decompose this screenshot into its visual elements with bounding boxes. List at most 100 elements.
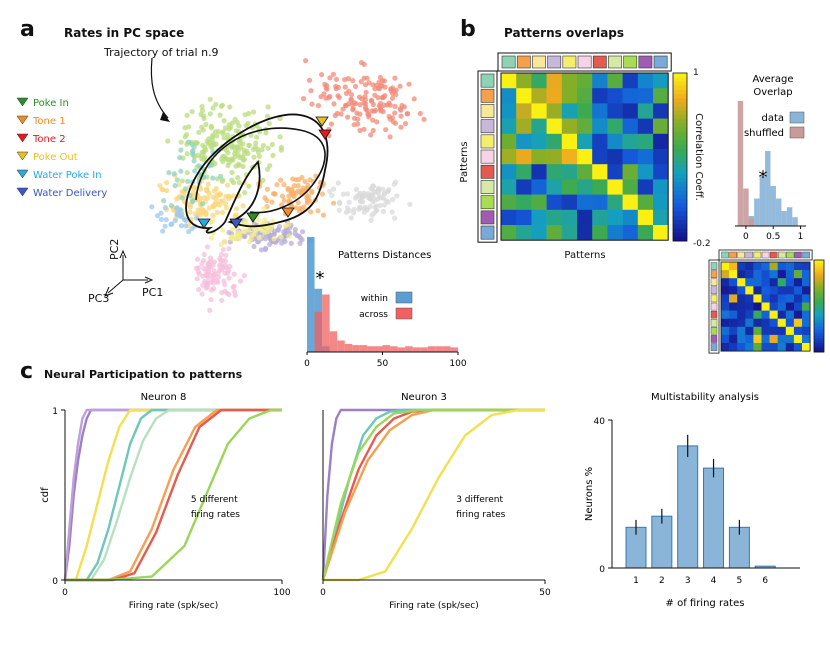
heatmap-cell bbox=[577, 73, 593, 89]
heatmap-cell bbox=[592, 73, 608, 89]
overlap-legend-label-0: data bbox=[761, 113, 784, 124]
scatter-point-4 bbox=[357, 204, 363, 211]
pattern-color-left-2 bbox=[480, 104, 495, 118]
heatmap-cell bbox=[577, 149, 593, 165]
shuffled-colorbar-step bbox=[814, 271, 824, 275]
scatter-point-7 bbox=[286, 233, 292, 239]
category-label-3: 3 bbox=[685, 576, 691, 586]
scatter-point-0 bbox=[334, 110, 340, 116]
scatter-point-8 bbox=[196, 163, 202, 169]
colorbar-step bbox=[673, 199, 687, 204]
heatmap-cell bbox=[516, 164, 532, 180]
scatter-point-0 bbox=[322, 81, 328, 87]
heatmap-cell bbox=[501, 133, 517, 150]
shuffled-heatmap-cell bbox=[769, 302, 778, 311]
neuron-3-cdf-line-0 bbox=[321, 408, 545, 581]
scatter-point-8 bbox=[192, 168, 198, 174]
scatter-point-1 bbox=[246, 183, 252, 189]
neuron-3-annotation-line-2: firing rates bbox=[456, 510, 505, 520]
shuffled-heatmap-cell bbox=[793, 326, 803, 336]
colorbar-step bbox=[673, 232, 687, 238]
scatter-point-0 bbox=[331, 101, 337, 107]
scatter-point-6 bbox=[223, 252, 229, 259]
scatter-point-6 bbox=[220, 247, 226, 253]
shuffled-colorbar-step bbox=[814, 338, 824, 341]
shuffled-heatmap-cell bbox=[745, 262, 754, 271]
scatter-point-1 bbox=[278, 144, 284, 150]
shuffled-heatmap-cell bbox=[753, 286, 762, 295]
shuffled-left-strip-frame bbox=[708, 259, 720, 354]
colorbar-step bbox=[673, 98, 687, 103]
heatmap-cell bbox=[516, 118, 532, 135]
scatter-point-3 bbox=[295, 200, 301, 206]
shuffled-heatmap-cell bbox=[777, 343, 787, 352]
scatter-point-0 bbox=[370, 117, 376, 123]
heatmap-cell bbox=[531, 88, 547, 104]
scatter-point-7 bbox=[228, 235, 234, 241]
scatter-point-9 bbox=[183, 223, 189, 229]
scatter-point-1 bbox=[252, 144, 258, 150]
shuffled-heatmap-cell bbox=[785, 302, 795, 311]
shuffled-pattern-top-10 bbox=[802, 251, 810, 259]
shuffled-colorbar-step bbox=[814, 335, 824, 339]
scatter-point-7 bbox=[220, 227, 226, 233]
shuffled-heatmap-cell bbox=[745, 270, 754, 279]
scatter-point-1 bbox=[201, 149, 207, 155]
scatter-point-2 bbox=[199, 209, 205, 215]
scatter-point-4 bbox=[344, 205, 351, 211]
distance-bar-across-5 bbox=[352, 345, 360, 352]
colorbar-step bbox=[673, 207, 687, 212]
scatter-point-4 bbox=[368, 217, 374, 223]
heatmap-cell bbox=[592, 88, 608, 104]
scatter-point-0 bbox=[342, 84, 348, 90]
scatter-point-3 bbox=[269, 199, 275, 205]
scatter-point-2 bbox=[198, 186, 204, 192]
shuffled-heatmap-cell bbox=[729, 294, 738, 303]
scatter-point-0 bbox=[350, 78, 356, 84]
scatter-point-7 bbox=[243, 217, 249, 224]
scatter-point-1 bbox=[199, 153, 205, 159]
shuffled-colorbar-step bbox=[814, 287, 824, 291]
scatter-point-3 bbox=[293, 205, 299, 211]
scatter-point-0 bbox=[318, 94, 324, 100]
shuffled-heatmap-cell bbox=[761, 286, 770, 295]
shuffled-heatmap-cell bbox=[761, 318, 770, 328]
scatter-point-0 bbox=[346, 88, 352, 94]
scatter-point-6 bbox=[211, 286, 217, 292]
scatter-point-7 bbox=[261, 206, 267, 212]
neuron-3-cdf-line-4 bbox=[321, 408, 545, 581]
overlap-bar-data-2 bbox=[759, 176, 766, 226]
scatter-point-4 bbox=[336, 207, 342, 213]
scatter-point-6 bbox=[238, 278, 244, 284]
shuffled-heatmap-cell bbox=[777, 294, 787, 303]
shuffled-heatmap-cell bbox=[785, 334, 795, 344]
panel-c-title: Neural Participation to patterns bbox=[44, 368, 243, 381]
heatmap-cell bbox=[637, 103, 654, 119]
scatter-point-1 bbox=[229, 157, 235, 163]
neuron-8-cdf-line-5 bbox=[65, 408, 282, 582]
shuffled-heatmap-cell bbox=[745, 343, 754, 352]
shuffled-heatmap-cell bbox=[729, 343, 738, 352]
scatter-point-1 bbox=[232, 116, 238, 122]
scatter-point-8 bbox=[179, 195, 185, 201]
shuffled-heatmap-cell bbox=[769, 334, 778, 344]
distance-bar-across-16 bbox=[435, 346, 443, 352]
scatter-point-1 bbox=[219, 102, 225, 108]
heatmap-cell bbox=[622, 209, 639, 226]
heatmap-cell bbox=[622, 133, 639, 150]
heatmap-cell bbox=[561, 73, 578, 89]
scatter-point-1 bbox=[184, 170, 190, 176]
neuron-8-cdf-line-1 bbox=[63, 408, 282, 581]
neuron-8-title: Neuron 8 bbox=[141, 392, 187, 403]
scatter-point-4 bbox=[391, 181, 397, 187]
scatter-point-6 bbox=[215, 279, 221, 285]
colorbar-step bbox=[673, 136, 687, 141]
heatmap-cell bbox=[653, 225, 669, 241]
shuffled-heatmap-cell bbox=[737, 278, 746, 287]
scatter-point-8 bbox=[185, 178, 191, 184]
scatter-point-6 bbox=[196, 287, 202, 293]
heatmap-cell bbox=[622, 225, 639, 241]
shuffled-pattern-top-5 bbox=[761, 251, 770, 259]
scatter-point-2 bbox=[233, 206, 239, 212]
shuffled-heatmap-cell bbox=[769, 278, 778, 287]
